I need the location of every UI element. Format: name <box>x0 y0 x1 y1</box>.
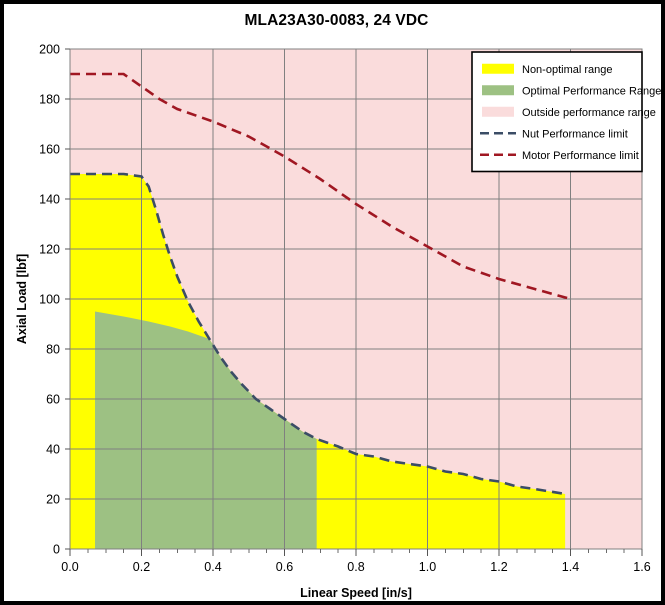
series-motor-performance-limit <box>70 72 571 301</box>
y-tick-label: 40 <box>46 443 60 457</box>
legend-item: Non-optimal range <box>482 63 613 76</box>
x-tick-label: 0.6 <box>276 560 293 574</box>
y-axis: 0 20 40 60 80 100 120 140 160 180 200 Axial Load [l… <box>15 43 70 557</box>
y-tick-label: 140 <box>39 193 60 207</box>
y-tick-label: 100 <box>39 293 60 307</box>
x-axis: 0.0 0.2 0.4 0.6 0.8 1.0 1.2 1.4 1.6 Linear Speed … <box>61 549 651 600</box>
legend-item: Optimal Performance Range <box>482 85 661 97</box>
y-tick-label: 180 <box>39 93 60 107</box>
legend-swatch <box>482 106 514 117</box>
x-tick-label: 1.4 <box>562 560 579 574</box>
performance-chart: 0.0 0.2 0.4 0.6 0.8 1.0 1.2 1.4 1.6 Linear Speed … <box>15 43 661 601</box>
legend-item-label: Outside performance range <box>522 107 656 119</box>
x-tick-label: 0.8 <box>347 560 364 574</box>
y-tick-label: 200 <box>39 43 60 57</box>
legend-item-label: Non-optimal range <box>522 64 613 76</box>
y-tick-label: 20 <box>46 493 60 507</box>
legend-item-label: Optimal Performance Range <box>522 85 661 97</box>
legend-item: Outside performance range <box>482 106 656 119</box>
y-tick-label: 0 <box>53 543 60 557</box>
x-tick-label: 0.2 <box>133 560 150 574</box>
legend-item: Nut Performance limit <box>480 128 628 140</box>
x-tick-label: 1.6 <box>633 560 650 574</box>
y-axis-title-visible: Axial Load [lbf] <box>15 254 29 344</box>
page-title: MLA23A30-0083, 24 VDC <box>244 12 429 29</box>
legend-swatch <box>482 85 514 96</box>
legend: Non-optimal range Optimal Performance Ran… <box>471 51 661 173</box>
x-tick-label: 0.4 <box>204 560 221 574</box>
region-optimal-performance-range <box>95 311 317 549</box>
x-tick-label: 1.0 <box>419 560 436 574</box>
y-tick-label: 160 <box>39 143 60 157</box>
y-tick-label: 80 <box>46 343 60 357</box>
y-tick-label: 120 <box>39 243 60 257</box>
legend-item: Motor Performance limit <box>480 150 639 162</box>
x-tick-label: 1.2 <box>490 560 507 574</box>
legend-item-label: Nut Performance limit <box>522 128 628 140</box>
plot-container: 0.0 0.2 0.4 0.6 0.8 1.0 1.2 1.4 1.6 Linear Speed … <box>4 4 661 601</box>
x-axis-title-visible: Linear Speed [in/s] <box>300 586 412 600</box>
x-tick-label: 0.0 <box>61 560 78 574</box>
series-nut-performance-limit <box>70 172 566 496</box>
y-tick-label: 60 <box>46 393 60 407</box>
legend-swatch <box>482 63 514 74</box>
legend-item-label: Motor Performance limit <box>522 150 639 162</box>
